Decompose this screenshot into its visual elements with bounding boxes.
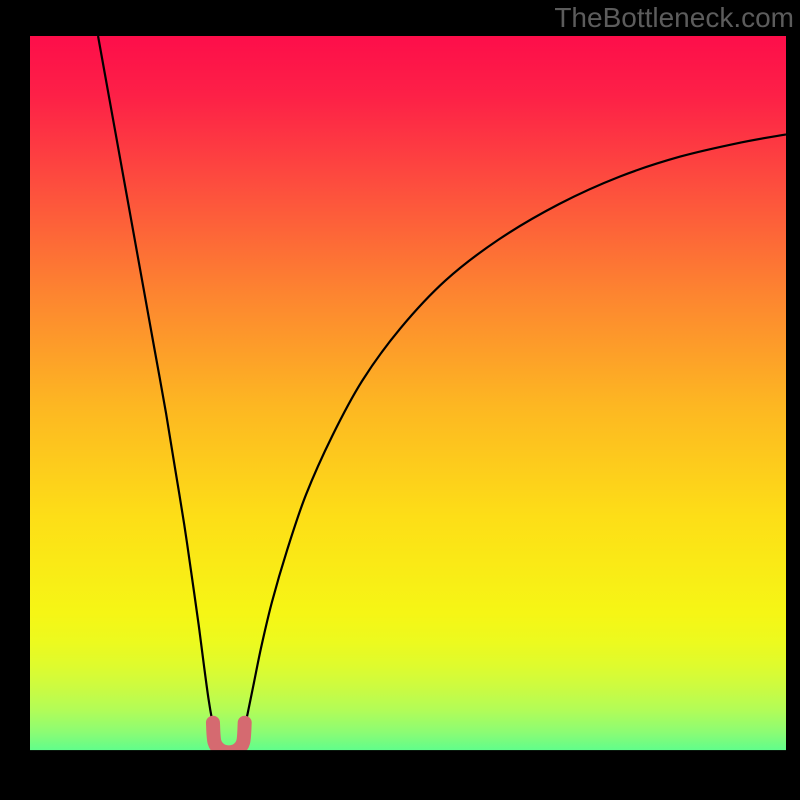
chart-stage: TheBottleneck.com	[0, 0, 800, 800]
bottleneck-chart	[0, 0, 800, 800]
bottom-band	[30, 750, 786, 776]
plot-background	[30, 36, 786, 776]
